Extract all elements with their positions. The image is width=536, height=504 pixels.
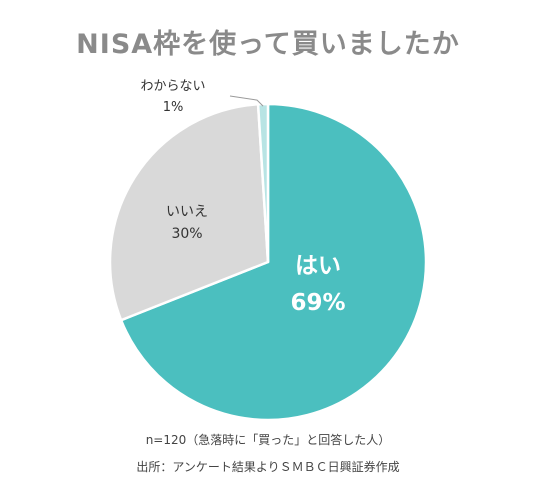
slice-value-1: 30% (171, 226, 202, 242)
slice-value-0: 69% (290, 290, 345, 316)
slice-label-2: わからない (140, 79, 205, 94)
source-note: 出所：アンケート結果よりＳＭＢＣ日興証券作成 (136, 460, 400, 474)
slice-value-2: 1% (163, 100, 184, 115)
slice-label-1: いいえ (166, 204, 208, 220)
slice-label-0: はい (295, 253, 341, 279)
pie-slice-2 (256, 102, 270, 264)
chart-title: NISA枠を使って買いましたか (76, 29, 460, 60)
pie-slice-0 (119, 102, 428, 422)
pie-slice-1 (108, 103, 270, 322)
leader-line (229, 95, 264, 107)
sample-note: n=120（急落時に「買った」と回答した人） (145, 433, 391, 447)
